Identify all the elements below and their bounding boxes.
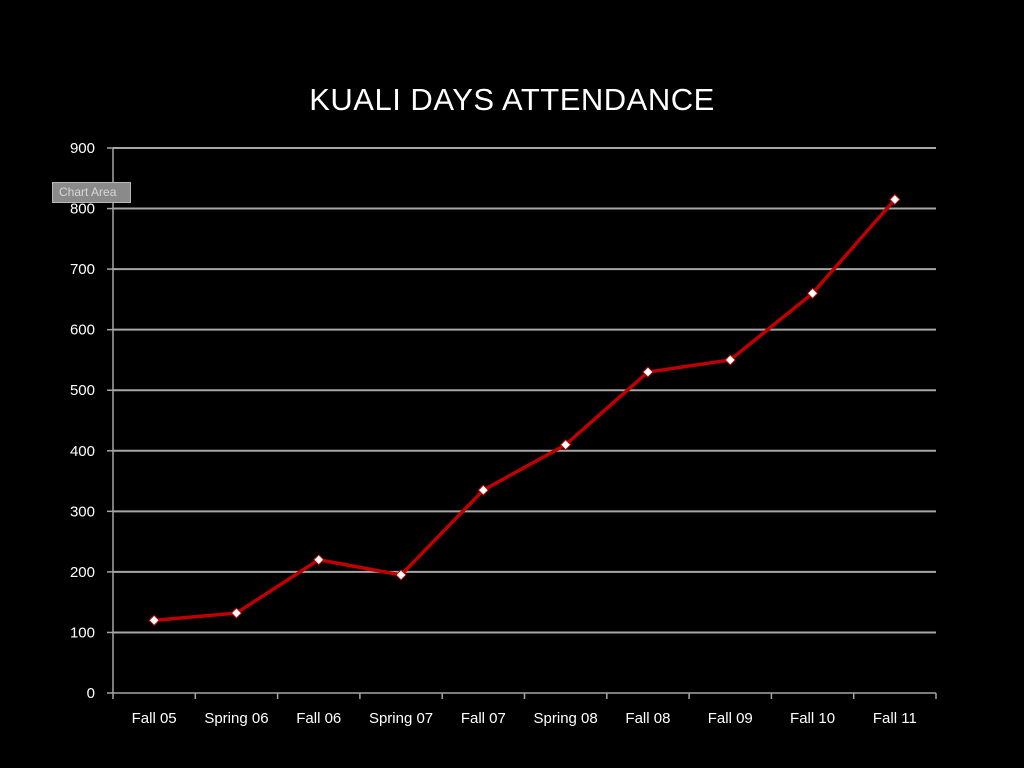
x-tick-label: Fall 07	[461, 710, 506, 727]
y-tick-label: 600	[70, 322, 95, 339]
gridlines	[113, 147, 936, 634]
x-tick-label: Fall 06	[296, 710, 341, 727]
x-tick-label: Fall 05	[132, 710, 177, 727]
data-point	[230, 607, 243, 619]
y-tick-label: 700	[70, 261, 95, 278]
x-axis-labels: Fall 05 Spring 06 Fall 06 Spring 07 Fall 07 S…	[132, 710, 917, 727]
y-tick-label: 0	[87, 685, 95, 702]
y-tick-label: 300	[70, 503, 95, 520]
y-tick-label: 200	[70, 564, 95, 581]
series	[153, 198, 897, 623]
y-tick-label: 900	[70, 140, 95, 157]
x-tick-label: Spring 07	[369, 710, 433, 727]
data-point	[477, 484, 490, 496]
x-tick-label: Spring 06	[204, 710, 268, 727]
y-tick-label: 100	[70, 624, 95, 641]
data-point	[642, 366, 654, 378]
axes	[107, 147, 937, 699]
series-line	[153, 198, 897, 623]
y-tick-label: 400	[70, 443, 95, 460]
data-point	[806, 287, 819, 300]
data-point	[724, 354, 736, 366]
x-tick-label: Fall 08	[625, 710, 670, 727]
chart-area-tooltip: Chart Area	[52, 182, 131, 203]
data-point	[559, 439, 572, 451]
x-tick-label: Spring 08	[534, 710, 598, 727]
data-point	[313, 554, 325, 566]
x-tick-label: Fall 09	[708, 710, 753, 727]
y-axis-labels: 0 100 200 300 400 500 600 700 800 900	[70, 140, 95, 702]
data-point	[889, 193, 901, 206]
x-tick-label: Fall 11	[873, 710, 917, 727]
data-point	[395, 569, 407, 581]
x-tick-label: Fall 10	[790, 710, 835, 727]
data-point	[148, 614, 160, 627]
y-tick-label: 500	[70, 382, 95, 399]
slide-title: KUALI DAYS ATTENDANCE	[309, 82, 715, 117]
markers	[148, 193, 901, 627]
y-tick-label: 800	[70, 201, 95, 218]
